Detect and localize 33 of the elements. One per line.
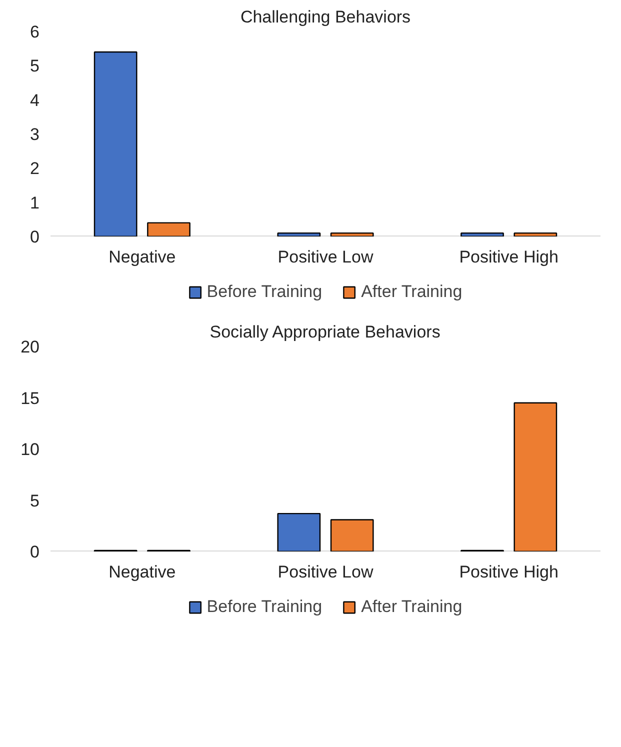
bar: [277, 512, 321, 552]
x-tick-label: Positive Low: [278, 248, 374, 266]
y-tick-label: 1: [30, 193, 40, 212]
x-tick-label: Positive Low: [278, 562, 374, 582]
bar: [147, 222, 190, 236]
y-tick-label: 0: [30, 542, 40, 562]
bar: [514, 402, 558, 552]
bar: [460, 232, 504, 236]
y-tick-label: 5: [30, 56, 40, 76]
y-tick-label: 20: [20, 338, 40, 356]
y-tick-label: 10: [20, 440, 40, 459]
legend-label: Before Training: [206, 597, 322, 617]
legend-label: Before Training: [206, 282, 322, 302]
x-tick-label: Negative: [108, 562, 176, 582]
y-tick-label: 3: [30, 125, 40, 144]
bar: [277, 232, 321, 236]
bar: [94, 51, 138, 236]
chart-title: Socially Appropriate Behaviors: [210, 322, 440, 342]
x-tick-label: Positive High: [459, 248, 558, 266]
bar: [330, 519, 374, 552]
bar: [514, 232, 558, 236]
x-tick-label: Negative: [108, 248, 176, 266]
x-tick-label: Positive High: [459, 562, 558, 582]
legend-label: After Training: [361, 282, 462, 302]
y-tick-label: 5: [30, 491, 40, 510]
y-tick-label: 0: [30, 228, 40, 246]
legend-label: After Training: [361, 597, 462, 617]
y-tick-label: 6: [30, 22, 40, 42]
chart-title: Challenging Behaviors: [240, 8, 411, 26]
y-tick-label: 15: [20, 388, 40, 408]
y-tick-label: 4: [30, 90, 40, 110]
y-tick-label: 2: [30, 159, 40, 178]
bar: [330, 232, 374, 236]
